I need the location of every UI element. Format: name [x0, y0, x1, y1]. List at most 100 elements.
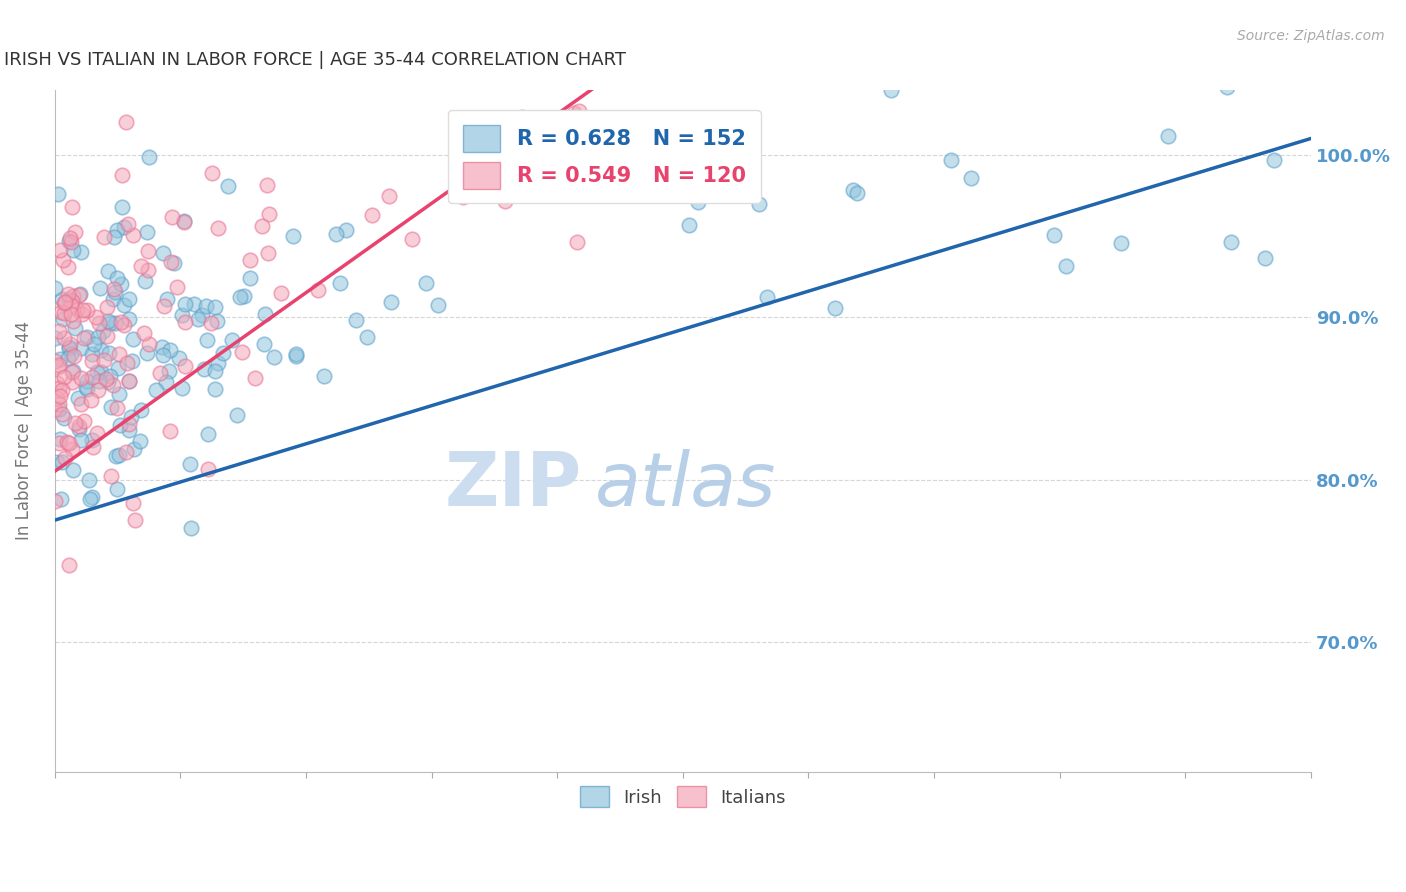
Point: [120, 410, 142, 425]
Point: [76, 303, 98, 318]
Point: [44, 401, 66, 416]
Point: [135, 225, 157, 239]
Point: [1194, 45, 1216, 59]
Point: [380, 294, 402, 309]
Point: [48, 381, 70, 395]
Point: [53, 295, 76, 310]
Point: [263, 350, 285, 364]
Point: [97, 375, 120, 389]
Point: [63, 321, 86, 335]
Point: [86, 365, 108, 379]
Point: [58, 342, 80, 356]
Point: [96, 329, 118, 343]
Point: [204, 364, 226, 378]
Point: [96, 300, 118, 314]
Point: [118, 417, 141, 431]
Point: [1054, 259, 1077, 273]
Point: [72, 307, 94, 321]
Point: [152, 299, 174, 313]
Point: [204, 300, 226, 314]
Point: [325, 227, 347, 242]
Point: [1254, 251, 1277, 265]
Point: [228, 290, 250, 304]
Point: [335, 223, 357, 237]
Point: [115, 115, 138, 129]
Text: IRISH VS ITALIAN IN LABOR FORCE | AGE 35-44 CORRELATION CHART: IRISH VS ITALIAN IN LABOR FORCE | AGE 35…: [4, 51, 626, 69]
Point: [59, 298, 82, 312]
Point: [52, 306, 75, 320]
Point: [53, 451, 76, 466]
Point: [163, 256, 186, 270]
Point: [221, 333, 243, 347]
Point: [56, 260, 79, 274]
Point: [160, 255, 183, 269]
Point: [60, 294, 83, 309]
Point: [59, 337, 82, 351]
Point: [51, 491, 73, 506]
Point: [70, 244, 93, 259]
Point: [60, 200, 83, 214]
Point: [62, 243, 84, 257]
Point: [150, 340, 173, 354]
Point: [82, 354, 104, 368]
Point: [156, 292, 179, 306]
Point: [80, 346, 103, 360]
Point: [49, 243, 72, 257]
Point: [166, 280, 188, 294]
Point: [117, 217, 139, 231]
Point: [89, 316, 111, 330]
Point: [63, 349, 86, 363]
Point: [173, 214, 195, 228]
Point: [60, 307, 83, 321]
Point: [58, 351, 80, 365]
Point: [67, 422, 90, 436]
Point: [84, 310, 107, 325]
Point: [44, 331, 66, 345]
Point: [75, 380, 97, 394]
Point: [284, 347, 307, 361]
Point: [256, 178, 278, 192]
Point: [48, 358, 70, 372]
Point: [63, 416, 86, 430]
Point: [427, 298, 450, 312]
Point: [512, 110, 534, 124]
Point: [756, 290, 779, 304]
Point: [173, 316, 195, 330]
Point: [48, 397, 70, 411]
Point: [329, 277, 352, 291]
Point: [200, 316, 222, 330]
Point: [69, 370, 91, 384]
Point: [51, 312, 73, 326]
Point: [356, 329, 378, 343]
Point: [101, 292, 124, 306]
Point: [100, 469, 122, 483]
Point: [59, 347, 82, 361]
Point: [46, 455, 69, 469]
Point: [136, 244, 159, 258]
Point: [117, 356, 139, 370]
Point: [51, 455, 73, 469]
Point: [179, 457, 201, 471]
Point: [842, 184, 865, 198]
Point: [129, 434, 152, 448]
Point: [53, 411, 76, 425]
Point: [197, 462, 219, 476]
Point: [76, 382, 98, 396]
Point: [98, 346, 121, 360]
Point: [93, 230, 115, 244]
Point: [1042, 227, 1064, 242]
Point: [98, 317, 121, 331]
Point: [193, 362, 215, 376]
Point: [87, 330, 110, 344]
Point: [69, 287, 91, 301]
Point: [1295, 62, 1317, 77]
Point: [49, 305, 72, 319]
Point: [105, 223, 128, 237]
Point: [174, 359, 197, 373]
Point: [60, 375, 83, 389]
Point: [90, 365, 112, 379]
Point: [66, 302, 89, 317]
Point: [100, 369, 122, 384]
Point: [73, 331, 96, 345]
Point: [190, 309, 212, 323]
